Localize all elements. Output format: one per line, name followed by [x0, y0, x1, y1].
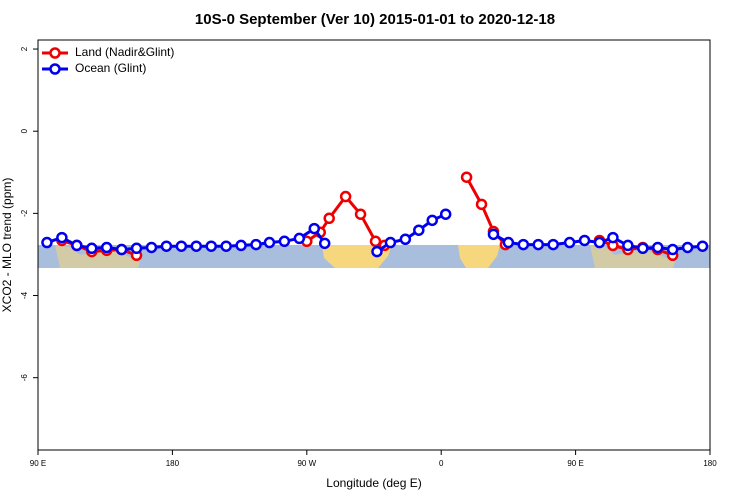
chart-title: 10S-0 September (Ver 10) 2015-01-01 to 2…: [195, 11, 555, 28]
data-point: [637, 242, 649, 255]
legend-marker: [49, 63, 61, 75]
data-point: [460, 171, 473, 183]
data-point: [56, 231, 68, 244]
legend-label: Land (Nadir&Glint): [75, 45, 174, 59]
legend-label: Ocean (Glint): [75, 61, 146, 75]
y-tick-label: -4: [20, 291, 29, 299]
legend-marker: [49, 47, 61, 59]
data-point: [413, 224, 425, 236]
data-point: [622, 239, 634, 252]
data-point: [318, 237, 331, 250]
data-point: [607, 231, 619, 244]
x-axis-label: Longitude (deg E): [326, 476, 421, 490]
x-tick-label: 180: [703, 459, 717, 468]
data-point: [426, 214, 438, 227]
data-point: [100, 241, 113, 254]
data-point: [547, 238, 559, 251]
data-point: [384, 236, 397, 249]
data-point: [369, 235, 382, 248]
data-point: [502, 236, 515, 249]
y-tick-label: -6: [20, 374, 29, 382]
data-point: [354, 208, 367, 220]
data-point: [160, 240, 173, 252]
data-point: [517, 238, 530, 251]
data-point: [263, 236, 276, 249]
data-point: [563, 236, 576, 249]
data-point: [696, 240, 709, 252]
data-point: [205, 240, 217, 252]
data-point: [681, 241, 694, 254]
y-tick-label: -2: [20, 209, 29, 217]
data-point: [41, 236, 53, 249]
x-tick-label: 0: [439, 459, 444, 468]
data-point: [371, 245, 383, 258]
data-point: [86, 242, 98, 255]
data-point: [487, 228, 500, 241]
data-point: [175, 240, 188, 252]
data-point: [145, 241, 158, 254]
data-point: [220, 240, 232, 252]
data-point: [71, 239, 83, 252]
data-point: [593, 236, 606, 249]
legend: Land (Nadir&Glint) Ocean (Glint): [42, 45, 174, 75]
data-point: [666, 243, 679, 256]
data-point: [293, 232, 306, 245]
data-point: [130, 242, 143, 255]
data-point: [235, 239, 247, 252]
data-point: [439, 208, 452, 220]
data-point: [475, 198, 488, 211]
data-point: [115, 243, 128, 256]
y-axis-label: XCO2 - MLO trend (ppm): [0, 178, 14, 313]
data-point: [190, 240, 203, 252]
data-point: [308, 222, 321, 235]
data-point: [532, 238, 545, 251]
data-point: [323, 212, 335, 225]
data-point: [278, 235, 291, 248]
x-tick-label: 90 W: [297, 459, 316, 468]
data-point: [399, 233, 412, 245]
x-tick-label: 90 E: [567, 459, 583, 468]
data-point: [651, 241, 664, 254]
x-tick-label: 90 E: [30, 459, 46, 468]
data-point: [250, 238, 262, 251]
data-point: [578, 234, 591, 247]
x-tick-label: 180: [166, 459, 180, 468]
data-point: [339, 190, 352, 203]
map-strip: [38, 245, 710, 268]
plot-frame: [37, 39, 711, 451]
y-tick-label: 2: [20, 46, 29, 51]
y-tick-label: 0: [20, 128, 29, 133]
